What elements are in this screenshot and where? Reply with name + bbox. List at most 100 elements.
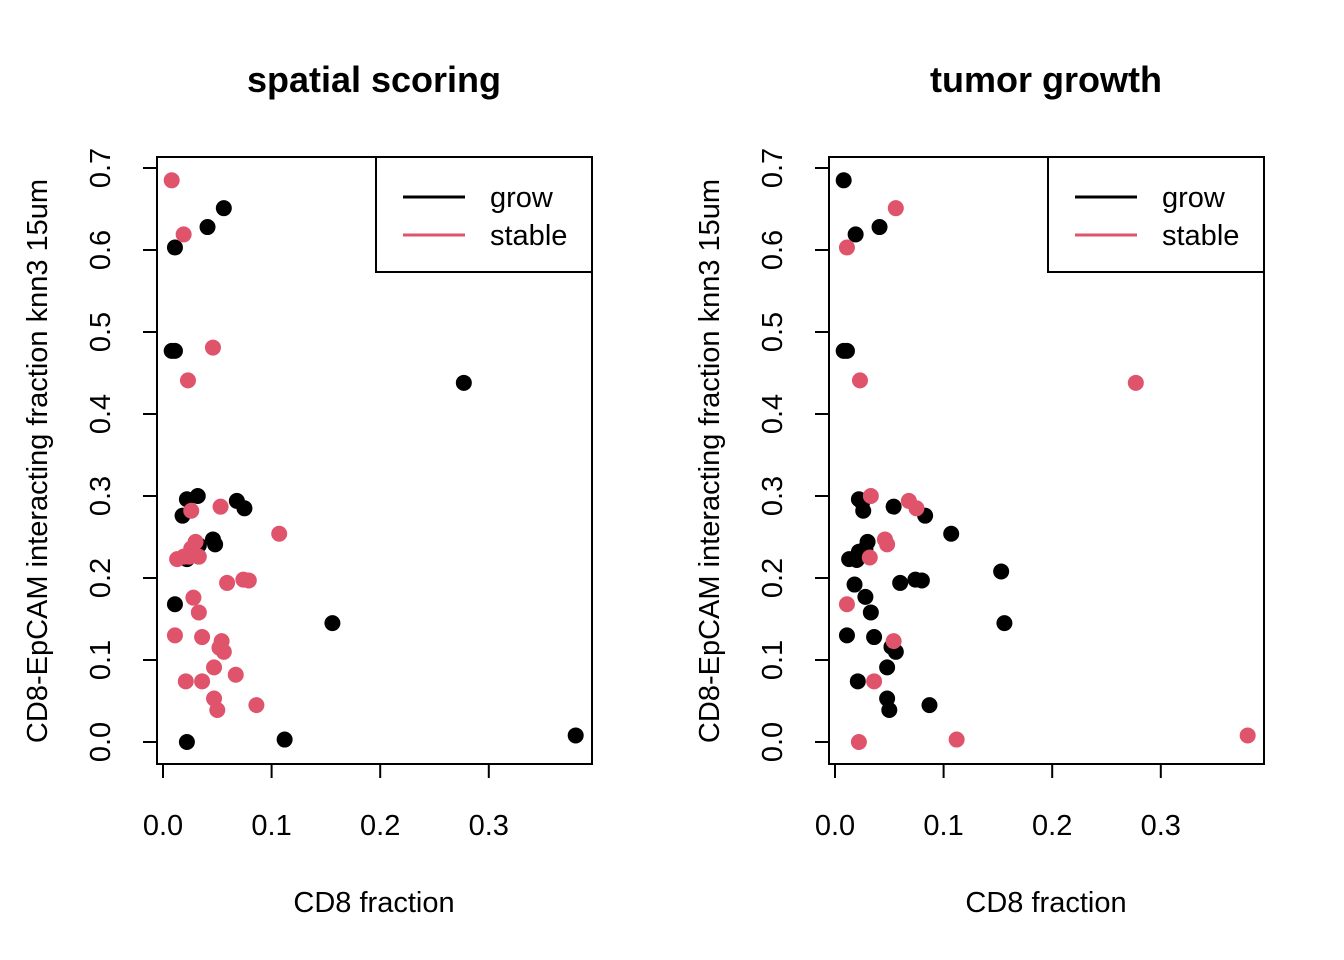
- y-axis-label: CD8-EpCAM interacting fraction knn3 15um: [22, 179, 54, 743]
- y-tick-label: 0.1: [85, 640, 117, 680]
- y-tick-label: 0.0: [85, 722, 117, 762]
- point-stable: [215, 643, 232, 660]
- point-stable: [212, 498, 229, 515]
- x-tick-label: 0.2: [1032, 810, 1072, 842]
- point-stable: [194, 673, 211, 690]
- point-stable: [908, 500, 925, 517]
- point-grow: [324, 615, 341, 632]
- legend-box: [375, 156, 593, 273]
- x-tick-label: 0.3: [1141, 810, 1181, 842]
- point-stable: [838, 239, 855, 256]
- data-points: [163, 172, 584, 750]
- point-grow: [921, 697, 938, 714]
- panel-tumor-growth: tumor growth CD8 fraction CD8-EpCAM inte…: [694, 59, 1265, 919]
- point-grow: [913, 572, 930, 589]
- legend-label-grow: grow: [1162, 182, 1226, 214]
- point-grow: [996, 615, 1013, 632]
- point-stable: [163, 172, 180, 189]
- point-grow: [838, 342, 855, 359]
- point-stable: [887, 200, 904, 217]
- point-stable: [879, 536, 896, 553]
- point-stable: [179, 372, 196, 389]
- legend: grow stable: [375, 156, 593, 273]
- point-grow: [189, 488, 206, 504]
- point-stable: [227, 666, 244, 683]
- point-stable: [1127, 374, 1144, 391]
- x-axis: 0.0 0.1 0.2 0.3: [143, 763, 509, 842]
- point-stable: [177, 673, 194, 690]
- point-grow: [166, 596, 183, 613]
- point-grow: [276, 731, 293, 748]
- point-grow: [871, 219, 888, 236]
- point-grow: [993, 563, 1010, 580]
- point-stable: [851, 372, 868, 389]
- chart-title: tumor growth: [930, 59, 1162, 100]
- y-tick-label: 0.1: [757, 640, 789, 680]
- x-tick-label: 0.0: [815, 810, 855, 842]
- point-grow: [236, 500, 253, 517]
- legend-label-stable: stable: [1162, 220, 1239, 252]
- point-grow: [848, 551, 865, 568]
- panel-spatial-scoring: spatial scoring CD8 fraction CD8-EpCAM i…: [22, 59, 593, 919]
- legend-label-grow: grow: [490, 182, 554, 214]
- point-stable: [948, 731, 965, 748]
- point-stable: [248, 697, 265, 714]
- point-stable: [206, 659, 223, 676]
- point-stable: [166, 627, 183, 644]
- point-stable: [204, 339, 221, 356]
- point-stable: [1239, 727, 1256, 744]
- point-stable: [194, 629, 211, 646]
- y-tick-label: 0.6: [757, 230, 789, 270]
- x-tick-label: 0.2: [360, 810, 400, 842]
- point-stable: [209, 702, 226, 719]
- point-stable: [183, 502, 200, 519]
- legend: grow stable: [1047, 156, 1265, 273]
- x-tick-label: 0.3: [469, 810, 509, 842]
- y-tick-label: 0.5: [85, 312, 117, 352]
- y-tick-label: 0.4: [757, 394, 789, 434]
- y-tick-label: 0.2: [85, 558, 117, 598]
- point-grow: [885, 498, 902, 515]
- point-stable: [850, 734, 867, 750]
- point-stable: [219, 574, 236, 591]
- point-stable: [861, 549, 878, 566]
- point-stable: [185, 589, 202, 606]
- y-tick-label: 0.3: [757, 476, 789, 516]
- y-tick-label: 0.6: [85, 230, 117, 270]
- data-points: [835, 172, 1256, 750]
- point-grow: [166, 239, 183, 256]
- point-stable: [240, 572, 257, 589]
- point-stable: [862, 488, 879, 504]
- point-grow: [892, 574, 909, 591]
- point-grow: [455, 374, 472, 391]
- point-stable: [885, 633, 902, 650]
- point-stable: [271, 525, 288, 542]
- point-grow: [846, 576, 863, 593]
- point-grow: [879, 659, 896, 676]
- y-tick-label: 0.7: [757, 148, 789, 188]
- point-grow: [199, 219, 216, 236]
- y-axis: 0.0 0.1 0.2 0.3 0.4 0.5 0.6 0.7: [757, 148, 830, 762]
- x-axis: 0.0 0.1 0.2 0.3: [815, 763, 1181, 842]
- point-grow: [866, 629, 883, 646]
- point-grow: [857, 588, 874, 605]
- x-axis-label: CD8 fraction: [293, 887, 454, 919]
- point-stable: [190, 604, 207, 621]
- point-grow: [835, 172, 852, 189]
- point-stable: [169, 551, 186, 568]
- point-grow: [847, 226, 864, 243]
- point-grow: [849, 673, 866, 690]
- legend-label-stable: stable: [490, 220, 567, 252]
- x-axis-label: CD8 fraction: [965, 887, 1126, 919]
- point-grow: [178, 734, 195, 750]
- point-grow: [166, 342, 183, 359]
- point-grow: [838, 627, 855, 644]
- point-grow: [855, 502, 872, 519]
- y-tick-label: 0.3: [85, 476, 117, 516]
- point-grow: [215, 200, 232, 217]
- legend-box: [1047, 156, 1265, 273]
- y-tick-label: 0.4: [85, 394, 117, 434]
- y-axis: 0.0 0.1 0.2 0.3 0.4 0.5 0.6 0.7: [85, 148, 158, 762]
- point-grow: [207, 536, 224, 553]
